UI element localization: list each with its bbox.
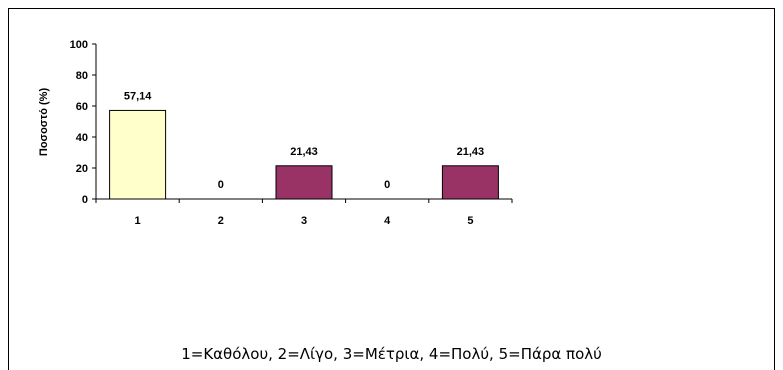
y-axis-title-group: Ποσοστό (%) [38, 88, 50, 157]
y-axis-title: Ποσοστό (%) [38, 88, 50, 157]
data-label-2: 0 [218, 179, 224, 191]
chart-frame [8, 8, 775, 370]
y-tick-label: 20 [76, 163, 88, 175]
data-label-1: 57,14 [124, 90, 152, 102]
x-tick-label-5: 5 [467, 215, 473, 227]
y-tick-label: 80 [76, 70, 88, 82]
plot-area: 0 20 40 60 80 100 57,14 1 0 2 21,43 3 0 4 21,43 5 [70, 39, 513, 227]
bar-5 [441, 165, 499, 200]
data-label-4: 0 [384, 179, 390, 191]
x-tick-label-2: 2 [218, 215, 224, 227]
x-tick-label-3: 3 [301, 215, 307, 227]
data-label-3: 21,43 [290, 146, 318, 158]
bar-1 [109, 109, 167, 200]
data-label-5: 21,43 [457, 146, 485, 158]
category-legend-note: 1=Καθόλου, 2=Λίγο, 3=Μέτρια, 4=Πολύ, 5=Π… [181, 345, 602, 363]
x-tick-label-1: 1 [135, 215, 141, 227]
bar-3 [275, 165, 333, 200]
y-tick-label: 100 [70, 39, 88, 51]
y-tick-label: 40 [76, 132, 88, 144]
y-tick-label: 60 [76, 101, 88, 113]
y-tick-label: 0 [82, 194, 88, 206]
x-tick-label-4: 4 [384, 215, 391, 227]
